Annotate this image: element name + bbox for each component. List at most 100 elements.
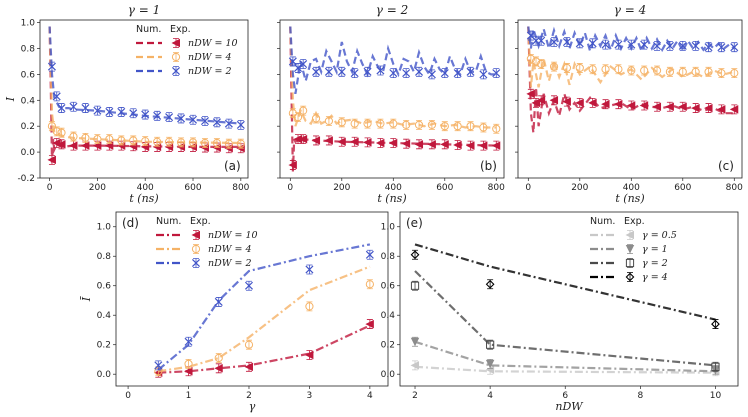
- exp-marker-errorbar: [628, 39, 635, 50]
- exp-marker-errorbar: [615, 39, 622, 50]
- panel-c: 0 200 400 600 800 γ = 4 (c) t (ns): [515, 3, 743, 205]
- exp-marker-errorbar: [338, 136, 345, 147]
- y-tick-label: 0.4: [97, 311, 112, 321]
- exp-marker-errorbar: [441, 139, 448, 150]
- exp-marker-errorbar: [731, 104, 738, 115]
- exp-marker-errorbar: [245, 339, 252, 350]
- panel-b-frame: [279, 19, 505, 179]
- y-tick-label: 0.4: [21, 96, 36, 106]
- y-tick-label: 0.6: [381, 282, 396, 292]
- exp-marker-errorbar: [428, 69, 435, 80]
- exp-marker-errorbar: [390, 118, 397, 129]
- exp-marker-errorbar: [245, 280, 252, 291]
- x-tick-label: 400: [623, 183, 640, 193]
- exp-marker-errorbar: [300, 105, 307, 116]
- exp-marker-errorbar: [48, 154, 55, 165]
- legend-header-num: Num.: [156, 216, 181, 227]
- exp-marker-errorbar: [48, 61, 55, 72]
- exp-marker-errorbar: [306, 264, 313, 275]
- x-tick-label: 800: [232, 183, 249, 193]
- legend: Num. Exp. nDW = 10 nDW = 4 nDW = 2: [156, 216, 258, 269]
- exp-marker-errorbar: [412, 360, 419, 371]
- exp-marker-errorbar: [493, 140, 500, 151]
- exp-marker-errorbar: [213, 138, 220, 148]
- y-tick-label: 0.2: [381, 341, 395, 351]
- exp-marker-errorbar: [487, 339, 494, 350]
- x-axis-label: nDW: [555, 400, 584, 413]
- legend-marker-errorbar: [627, 244, 633, 254]
- panel-d-plot: [153, 243, 374, 378]
- x-tick-label: 600: [184, 183, 201, 193]
- legend-marker-errorbar: [193, 244, 199, 254]
- exp-marker-errorbar: [313, 66, 320, 77]
- exp-marker-errorbar: [190, 137, 197, 148]
- x-tick-label: 0: [287, 183, 293, 193]
- exp-marker-errorbar: [654, 101, 661, 112]
- legend-entry: nDW = 4: [208, 244, 252, 255]
- legend-marker-errorbar: [173, 66, 179, 76]
- exp-marker-errorbar: [563, 96, 570, 107]
- exp-marker-errorbar: [185, 336, 192, 347]
- exp-marker-errorbar: [692, 103, 699, 113]
- exp-marker-errorbar: [602, 39, 609, 50]
- exp-marker-errorbar: [53, 126, 60, 137]
- exp-marker-errorbar: [454, 140, 461, 150]
- exp-marker-errorbar: [351, 68, 358, 78]
- x-axis-label: t (ns): [615, 192, 644, 205]
- legend-entry: nDW = 2: [188, 66, 232, 77]
- sim-line: [289, 26, 497, 94]
- exp-marker-errorbar: [325, 66, 332, 77]
- exp-marker-errorbar: [705, 103, 712, 113]
- exp-marker-errorbar: [628, 100, 635, 111]
- exp-marker-errorbar: [237, 120, 244, 130]
- exp-marker-errorbar: [364, 66, 371, 77]
- exp-marker-errorbar: [641, 39, 648, 50]
- y-tick-label: 0.4: [381, 311, 396, 321]
- exp-marker-errorbar: [58, 139, 65, 150]
- legend-entry: nDW = 4: [188, 52, 232, 63]
- exp-marker-errorbar: [237, 138, 244, 149]
- exp-marker-errorbar: [154, 110, 161, 121]
- exp-marker-errorbar: [130, 108, 137, 119]
- exp-marker-errorbar: [666, 101, 673, 112]
- panel-a-frame: [39, 19, 249, 179]
- exp-marker-errorbar: [338, 117, 345, 128]
- x-tick-label: 4: [487, 391, 493, 401]
- exp-marker-errorbar: [390, 68, 397, 78]
- legend-marker-errorbar: [173, 38, 179, 48]
- exp-marker-errorbar: [201, 138, 208, 148]
- exp-marker-errorbar: [338, 66, 345, 77]
- exp-marker-errorbar: [82, 103, 89, 113]
- legend-entry: γ = 0.5: [642, 230, 677, 241]
- exp-marker-errorbar: [70, 131, 77, 142]
- legend-marker-errorbar: [627, 272, 633, 282]
- panel-a: 0 200 400 600 800 -0.2 0.0 0.2 0.4 0.6 0.8 1.0 γ = 1…: [4, 3, 250, 205]
- exp-marker-errorbar: [602, 99, 609, 110]
- sim-line: [527, 26, 735, 88]
- exp-marker-errorbar: [142, 136, 149, 146]
- panel-d-frame: [115, 211, 389, 387]
- x-tick-label: 800: [726, 183, 743, 193]
- exp-marker-errorbar: [300, 59, 307, 69]
- exp-marker-errorbar: [416, 66, 423, 77]
- panel-title: γ = 4: [614, 3, 647, 17]
- legend-marker-errorbar: [193, 230, 199, 240]
- exp-marker-errorbar: [589, 64, 596, 75]
- exp-marker-errorbar: [58, 103, 65, 113]
- exp-marker-errorbar: [467, 66, 474, 77]
- legend-header-exp: Exp.: [170, 24, 191, 35]
- sim-line: [414, 340, 716, 373]
- y-tick-label: 0.6: [97, 282, 112, 292]
- exp-marker-errorbar: [403, 68, 410, 78]
- panel-label: (b): [480, 159, 497, 173]
- exp-marker-errorbar: [58, 127, 65, 138]
- exp-marker-errorbar: [225, 138, 232, 149]
- exp-marker-errorbar: [351, 118, 358, 129]
- panel-c-frame: [517, 19, 743, 179]
- exp-marker-errorbar: [589, 97, 596, 108]
- exp-marker-errorbar: [53, 91, 60, 102]
- exp-marker-errorbar: [289, 56, 296, 67]
- legend-header-exp: Exp.: [624, 216, 645, 227]
- exp-marker-errorbar: [641, 100, 648, 111]
- exp-marker-errorbar: [589, 38, 596, 49]
